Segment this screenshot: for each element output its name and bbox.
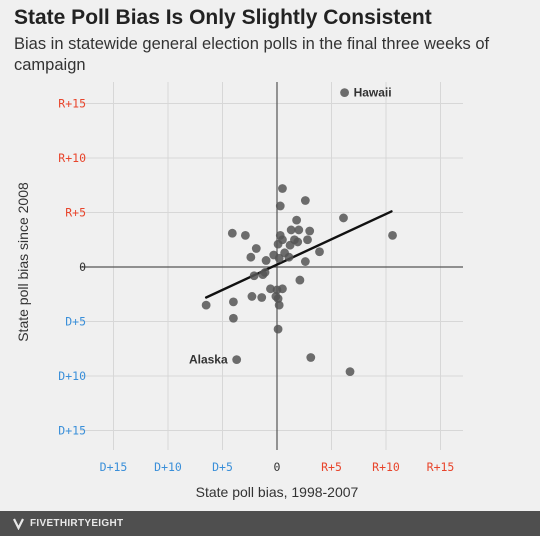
data-point	[249, 271, 259, 281]
data-point	[285, 240, 295, 250]
x-tick-label: R+10	[372, 460, 400, 474]
footer-brand: FIVETHIRTYEIGHT	[30, 518, 124, 529]
y-tick-label: R+10	[58, 151, 86, 165]
data-point	[257, 293, 267, 302]
data-point	[284, 252, 294, 262]
data-point	[293, 237, 303, 247]
y-tick-label: D+5	[65, 315, 86, 329]
point-annotation: Hawaii	[354, 86, 392, 100]
x-tick-label: R+15	[427, 460, 455, 474]
data-point	[274, 253, 284, 263]
data-point	[286, 225, 296, 235]
data-point	[303, 235, 312, 245]
x-tick-label: D+15	[100, 460, 128, 474]
y-axis-title: State poll bias since 2008	[15, 182, 31, 342]
y-tick-label: D+15	[58, 424, 86, 438]
data-point	[246, 252, 256, 262]
chart-title: State Poll Bias Is Only Slightly Consist…	[14, 6, 432, 29]
data-point	[339, 213, 348, 223]
data-point	[300, 196, 310, 205]
footer-bar: FIVETHIRTYEIGHT	[0, 511, 540, 536]
y-tick-label: 0	[79, 260, 86, 274]
grid-lines	[80, 82, 463, 450]
chart-subtitle: Bias in statewide general election polls…	[14, 35, 490, 74]
x-tick-label: R+5	[321, 460, 342, 474]
data-point	[295, 275, 305, 285]
data-point	[278, 284, 287, 294]
data-point	[294, 225, 304, 235]
data-point	[232, 355, 242, 365]
tick-labels: D+15 D+10 D+5 0 R+5 R+10 R+15 R+15 R+10 R+5 0 D+5 D+…	[58, 97, 454, 475]
data-point	[247, 292, 257, 301]
data-point	[227, 228, 237, 238]
data-point	[273, 239, 283, 249]
data-point	[251, 244, 261, 253]
x-tick-label: D+5	[212, 460, 233, 474]
data-point	[266, 284, 275, 294]
y-tick-label: R+15	[58, 97, 86, 111]
data-point	[278, 184, 287, 193]
data-point	[229, 297, 238, 307]
x-axis-title: State poll bias, 1998-2007	[196, 484, 359, 500]
data-point	[229, 313, 238, 323]
y-tick-label: D+10	[58, 369, 86, 383]
data-point	[240, 230, 250, 240]
trend-line	[204, 210, 393, 299]
y-tick-label: R+5	[65, 206, 86, 220]
data-point	[306, 353, 316, 362]
point-annotation: Alaska	[189, 353, 228, 367]
data-point	[305, 226, 315, 236]
fivethirtyeight-logo-icon	[13, 518, 24, 530]
data-point	[273, 294, 283, 304]
data-point	[275, 201, 285, 211]
scatter-chart: D+15 D+10 D+5 0 R+5 R+10 R+15 R+15 R+10 R+5 0 D+5 D+…	[15, 82, 463, 500]
data-point	[261, 256, 271, 265]
data-point	[345, 367, 355, 377]
x-tick-label: 0	[274, 460, 281, 474]
data-point	[340, 88, 349, 97]
data-point	[201, 300, 211, 310]
data-point	[292, 215, 302, 225]
data-point	[388, 230, 397, 240]
data-points	[201, 88, 397, 377]
data-point	[315, 247, 324, 257]
data-point	[258, 270, 268, 280]
x-tick-label: D+10	[154, 460, 182, 474]
data-point	[273, 324, 283, 334]
data-point	[274, 300, 284, 310]
point-annotations: Hawaii Alaska	[189, 86, 392, 367]
data-point	[300, 257, 310, 266]
